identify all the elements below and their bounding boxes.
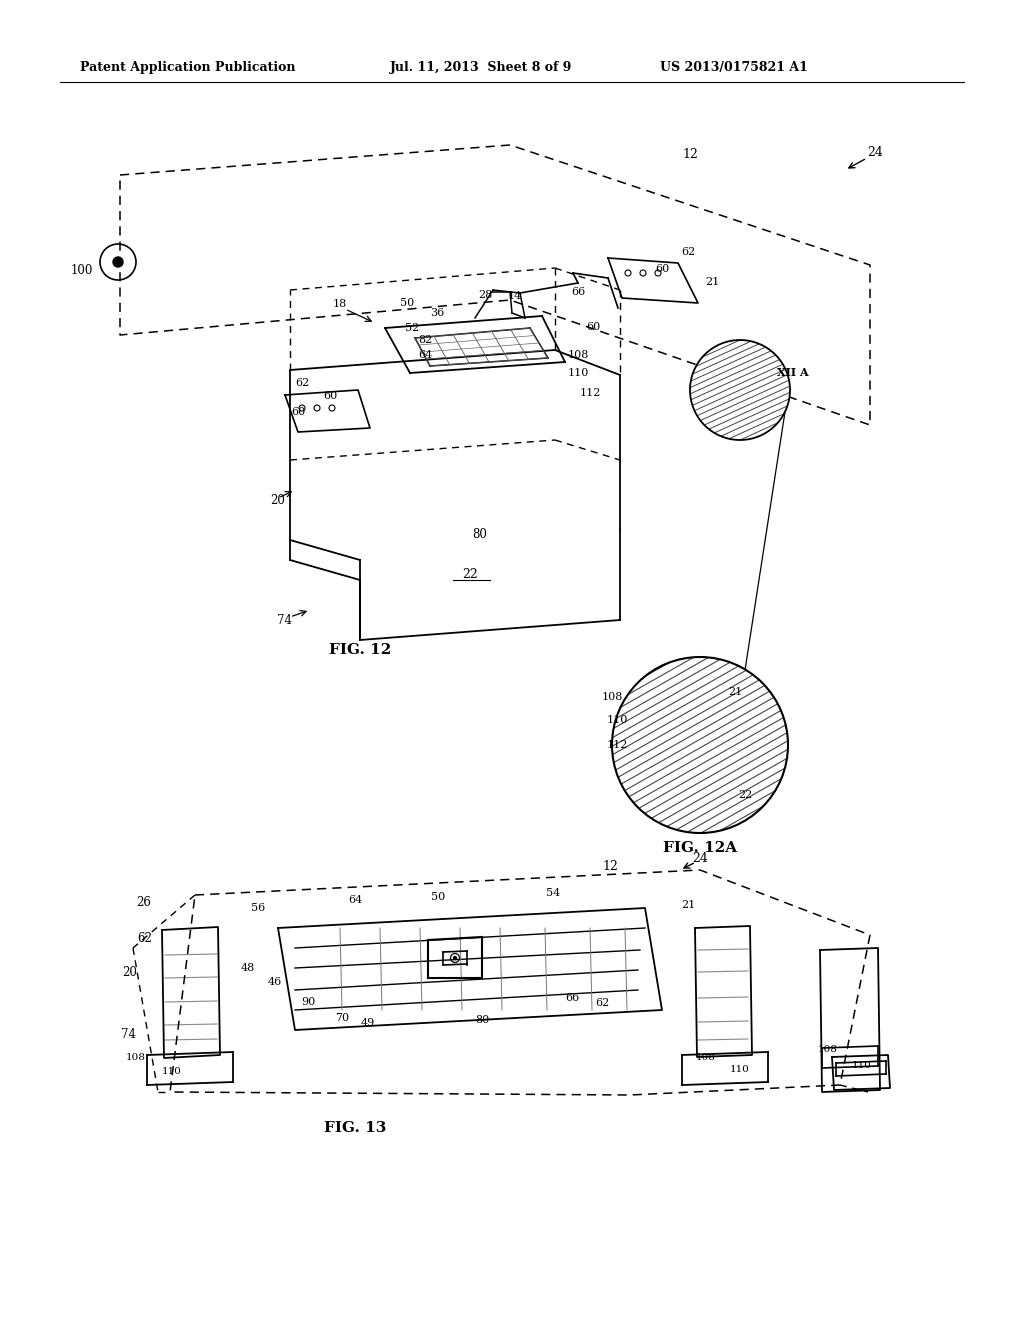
Circle shape bbox=[612, 657, 788, 833]
Text: 112: 112 bbox=[606, 741, 628, 750]
Text: 12: 12 bbox=[682, 149, 698, 161]
Text: 24: 24 bbox=[867, 147, 883, 160]
Text: 66: 66 bbox=[570, 286, 585, 297]
Text: 54: 54 bbox=[546, 888, 560, 898]
Text: 108: 108 bbox=[601, 692, 623, 702]
Text: 12: 12 bbox=[602, 859, 617, 873]
Text: 36: 36 bbox=[430, 308, 444, 318]
Text: 80: 80 bbox=[472, 528, 487, 541]
Text: 22: 22 bbox=[462, 569, 478, 582]
Text: 60: 60 bbox=[655, 264, 669, 275]
Text: 18: 18 bbox=[333, 300, 347, 309]
Text: Patent Application Publication: Patent Application Publication bbox=[80, 62, 296, 74]
Text: 21: 21 bbox=[705, 277, 719, 286]
Text: 110: 110 bbox=[606, 715, 628, 725]
Text: 108: 108 bbox=[696, 1053, 716, 1063]
Text: 74: 74 bbox=[278, 614, 293, 627]
Text: 14: 14 bbox=[508, 290, 522, 301]
Text: 60: 60 bbox=[323, 391, 337, 401]
Text: XII A: XII A bbox=[777, 367, 809, 378]
Text: 74: 74 bbox=[121, 1028, 135, 1041]
Text: 62: 62 bbox=[595, 998, 609, 1008]
Text: 62: 62 bbox=[295, 378, 309, 388]
Text: 80: 80 bbox=[475, 1015, 489, 1026]
Text: 62: 62 bbox=[681, 247, 695, 257]
Text: 21: 21 bbox=[728, 686, 742, 697]
Text: 26: 26 bbox=[136, 895, 152, 908]
Text: 50: 50 bbox=[431, 892, 445, 902]
Circle shape bbox=[454, 957, 457, 960]
Text: 60: 60 bbox=[586, 322, 600, 333]
Text: FIG. 13: FIG. 13 bbox=[324, 1121, 386, 1135]
Text: 22: 22 bbox=[738, 789, 752, 800]
Text: 108: 108 bbox=[818, 1045, 838, 1055]
Text: 50: 50 bbox=[400, 298, 414, 308]
Text: 64: 64 bbox=[348, 895, 362, 906]
Text: 46: 46 bbox=[268, 977, 283, 987]
Text: 90: 90 bbox=[301, 997, 315, 1007]
Text: 110: 110 bbox=[852, 1060, 872, 1069]
Text: 21: 21 bbox=[681, 900, 695, 909]
Text: 56: 56 bbox=[251, 903, 265, 913]
Text: 62: 62 bbox=[137, 932, 153, 945]
Text: 28: 28 bbox=[478, 290, 493, 300]
Text: 52: 52 bbox=[404, 323, 419, 333]
Text: Jul. 11, 2013  Sheet 8 of 9: Jul. 11, 2013 Sheet 8 of 9 bbox=[390, 62, 572, 74]
Text: 48: 48 bbox=[241, 964, 255, 973]
Circle shape bbox=[690, 341, 790, 440]
Text: 24: 24 bbox=[692, 853, 708, 866]
Text: 110: 110 bbox=[162, 1068, 182, 1077]
Text: US 2013/0175821 A1: US 2013/0175821 A1 bbox=[660, 62, 808, 74]
Text: 100: 100 bbox=[71, 264, 93, 276]
Text: 60: 60 bbox=[291, 407, 305, 417]
Text: 66: 66 bbox=[565, 993, 580, 1003]
Text: 108: 108 bbox=[567, 350, 589, 360]
Text: 20: 20 bbox=[123, 965, 137, 978]
Text: FIG. 12: FIG. 12 bbox=[329, 643, 391, 657]
Text: 70: 70 bbox=[335, 1012, 349, 1023]
Text: 64: 64 bbox=[418, 350, 432, 360]
Text: FIG. 12A: FIG. 12A bbox=[663, 841, 737, 855]
Text: 49: 49 bbox=[360, 1018, 375, 1028]
Text: 110: 110 bbox=[567, 368, 589, 378]
Circle shape bbox=[113, 257, 123, 267]
Text: 110: 110 bbox=[730, 1065, 750, 1074]
Text: 82: 82 bbox=[418, 335, 432, 345]
Text: 20: 20 bbox=[270, 494, 286, 507]
Text: 112: 112 bbox=[580, 388, 601, 399]
Text: 108: 108 bbox=[126, 1052, 146, 1061]
